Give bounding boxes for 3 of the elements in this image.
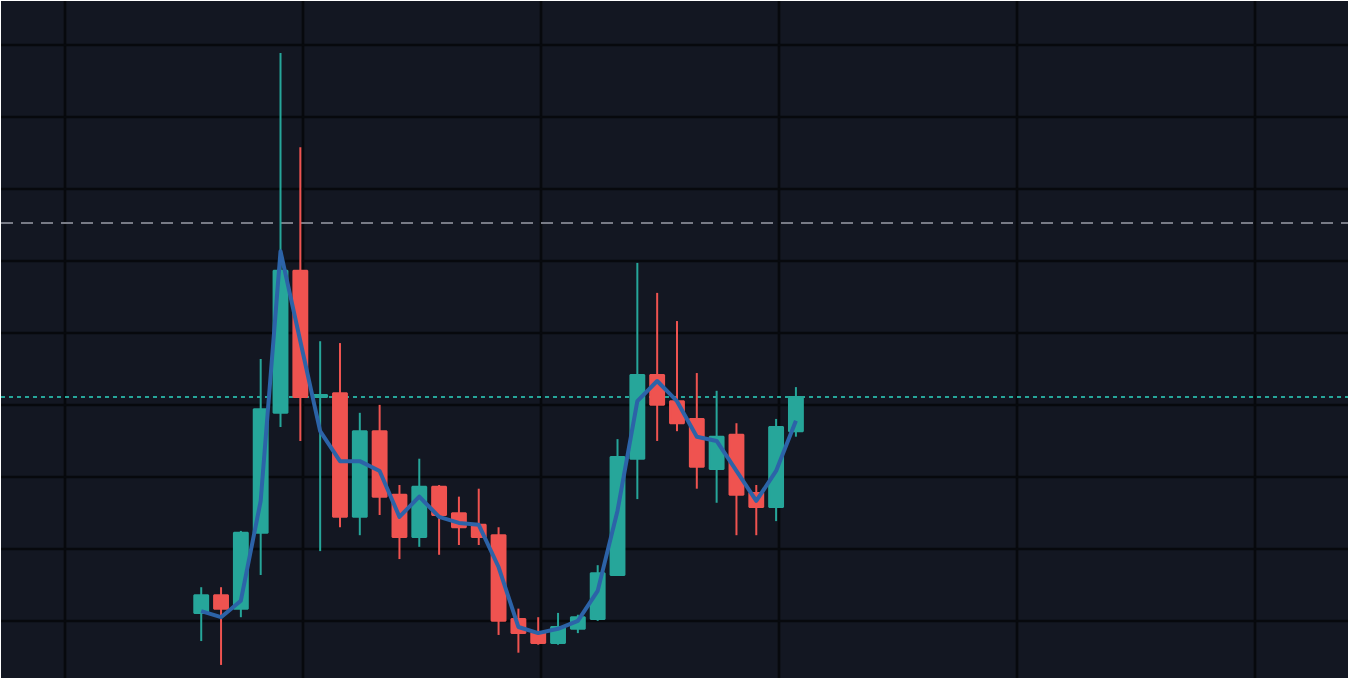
candlestick <box>193 586 210 643</box>
candlestick <box>431 484 448 556</box>
candlestick <box>213 586 229 666</box>
